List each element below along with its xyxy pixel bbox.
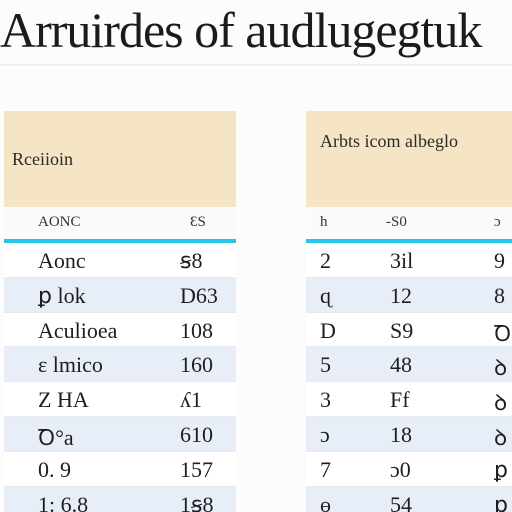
table-cell: ꝺ [494,424,508,450]
table-row[interactable]: 1: 6.8 1ꞩ8 [4,486,236,512]
right-table-subheader: h -S0 ɔ [306,207,512,239]
table-row[interactable]: Ꝺ°a 610 [4,416,236,452]
table-cell: Aculioea [38,317,118,343]
table-cell: Z HA [38,387,89,413]
table-row[interactable]: ɔ 18 ꝺ [306,416,512,452]
table-cell: 18 [390,421,412,447]
table-cell: 48 [390,352,412,378]
table-cell: Ff [390,387,410,413]
right-subheader-col-3: ɔ [494,214,501,230]
table-row[interactable]: Aculioea 108 [4,313,236,348]
table-row[interactable]: 0. 9 157 [4,452,236,487]
left-table-header-label: Rceiioin [12,149,73,169]
table-row[interactable]: ɛ lmico 160 [4,347,236,383]
table-cell: 5 [320,352,331,378]
table-cell: 160 [180,352,213,378]
right-table-body: 2 3il 9 ɋ 12 8 D S9 Ꝺ 5 48 ꝺ 3 Ff [306,243,512,512]
table-cell: ɵ [320,491,331,512]
table-cell: ꝺ [494,355,508,381]
table-row[interactable]: Z HA ʎ1 [4,382,236,417]
table-row[interactable]: ꝑ lok D63 [4,277,236,313]
table-cell: ꝑ [494,456,508,482]
table-cell: ꝺ [494,390,508,416]
left-subheader-col-2: ƐS [190,214,206,230]
table-cell: 1ꞩ8 [180,491,214,512]
table-cell: ɔ0 [390,456,411,482]
table-cell: Aonc [38,248,86,273]
table-row[interactable]: D S9 Ꝺ [306,313,512,348]
table-row[interactable]: 7 ɔ0 ꝑ [306,452,512,487]
page-title: Arruirdes of audlugegtuk [0,2,482,58]
left-subheader-col-1: AONC [38,214,81,230]
table-cell: S9 [390,317,414,343]
table-cell: D63 [180,282,218,308]
table-cell: 0. 9 [38,456,71,482]
table-cell: 1: 6.8 [38,491,89,512]
table-cell: 7 [320,456,331,482]
table-cell: 12 [390,282,412,308]
table-cell: Ꝺ [494,320,512,346]
table-cell: ɛ lmico [38,352,103,378]
right-table-accent-line [306,239,512,243]
left-table: Rceiioin AONC ƐS Aonc ꞩ8 ꝑ lok D63 Aculi… [4,111,236,512]
right-subheader-col-2: -S0 [386,214,407,230]
table-cell: 2 [320,248,331,273]
table-row[interactable]: Aonc ꞩ8 [4,243,236,278]
left-table-header: Rceiioin [4,111,236,207]
table-cell: 54 [390,491,412,512]
table-cell: ʎ1 [180,387,202,413]
title-divider [0,64,512,66]
right-table-header: Arbts icom albeglo [306,111,512,207]
table-cell: ɔ [320,421,330,447]
right-table: Arbts icom albeglo h -S0 ɔ 2 3il 9 ɋ 12 … [306,111,512,512]
table-cell: ꝑ [494,491,508,512]
table-row[interactable]: ɵ 54 ꝑ [306,486,512,512]
table-cell: D [320,317,336,343]
table-row[interactable]: 2 3il 9 [306,243,512,278]
left-table-body: Aonc ꞩ8 ꝑ lok D63 Aculioea 108 ɛ lmico 1… [4,243,236,512]
table-row[interactable]: 5 48 ꝺ [306,347,512,383]
table-cell: 9 [494,248,505,273]
right-subheader-col-1: h [320,214,328,230]
table-cell: 3 [320,387,331,413]
table-cell: ꝑ lok [38,282,86,308]
table-cell: 610 [180,421,213,447]
left-table-subheader: AONC ƐS [4,207,236,239]
table-row[interactable]: 3 Ff ꝺ [306,382,512,417]
table-cell: ꞩ8 [180,248,203,273]
table-cell: 3il [390,248,414,273]
table-row[interactable]: ɋ 12 8 [306,277,512,313]
table-cell: ɋ [320,282,331,308]
right-table-header-label: Arbts icom albeglo [320,131,458,151]
table-cell: 108 [180,317,213,343]
table-cell: Ꝺ°a [38,424,74,450]
table-cell: 157 [180,456,213,482]
table-cell: 8 [494,282,505,308]
left-table-accent-line [4,239,236,243]
